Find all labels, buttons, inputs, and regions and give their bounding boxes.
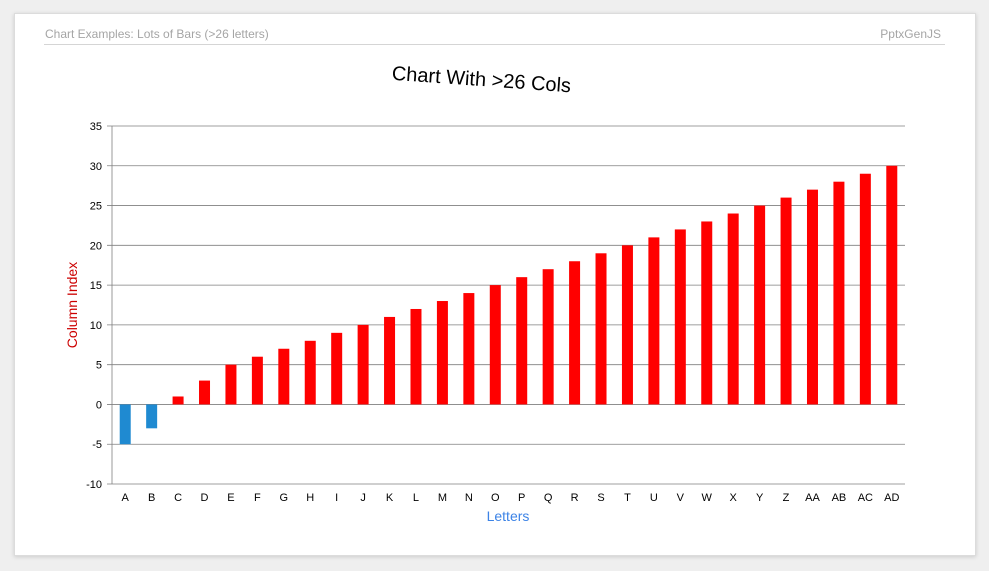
x-tick-label: S [597, 492, 604, 504]
y-tick-label: 10 [90, 320, 102, 332]
y-tick-label: -10 [86, 479, 102, 491]
x-tick-label: B [148, 492, 155, 504]
bar [833, 181, 845, 405]
x-tick-label: Q [544, 492, 553, 504]
y-tick-label: 35 [90, 121, 102, 133]
bar [199, 380, 211, 405]
bar [172, 396, 184, 405]
bar [146, 404, 158, 429]
y-tick-label: 30 [90, 161, 102, 173]
x-tick-label: L [413, 492, 419, 504]
bars [119, 165, 898, 445]
slide: Chart Examples: Lots of Bars (>26 letter… [14, 13, 976, 556]
x-tick-label: O [491, 492, 500, 504]
header-divider [44, 44, 945, 45]
bar [304, 340, 316, 405]
bar [357, 324, 369, 405]
x-tick-label: U [650, 492, 658, 504]
x-tick-label: W [702, 492, 713, 504]
bar [886, 165, 898, 405]
x-tick-label: F [254, 492, 261, 504]
bar [410, 308, 422, 405]
header-title: Chart Examples: Lots of Bars (>26 letter… [45, 27, 269, 41]
bar [516, 277, 528, 405]
x-tick-label: I [335, 492, 338, 504]
x-tick-label: J [360, 492, 366, 504]
bar [648, 237, 660, 405]
bar [595, 253, 607, 405]
slide-header: Chart Examples: Lots of Bars (>26 letter… [45, 27, 945, 41]
x-tick-label: M [438, 492, 447, 504]
bar [384, 316, 396, 405]
bar [701, 221, 713, 405]
x-axis-ticks: A B C D E F G H I J K L M N O P Q R S T U V W X Y Z AA AB AC AD [122, 492, 900, 504]
x-tick-label: D [201, 492, 209, 504]
x-tick-label: T [624, 492, 631, 504]
bar [278, 348, 290, 405]
header-brand: PptxGenJS [880, 27, 941, 41]
bar [727, 213, 739, 405]
chart-title: Chart With >26 Cols [391, 63, 572, 97]
x-tick-label: Z [783, 492, 790, 504]
bar [754, 205, 766, 405]
y-tick-label: 5 [96, 360, 102, 372]
x-tick-label: N [465, 492, 473, 504]
x-tick-label: H [306, 492, 314, 504]
bar [463, 293, 475, 405]
bar [436, 301, 448, 405]
bar [806, 189, 818, 405]
y-axis-ticks: -10 -5 0 5 10 15 20 25 30 35 [86, 121, 102, 491]
bar [674, 229, 686, 405]
x-tick-label: A [122, 492, 130, 504]
y-tick-label: 20 [90, 240, 102, 252]
x-tick-label: AB [832, 492, 847, 504]
x-tick-label: E [227, 492, 234, 504]
y-tick-label: 15 [90, 280, 102, 292]
bar-chart: Chart With >26 Cols -10-505101520253035 … [64, 63, 905, 524]
bar [489, 285, 501, 405]
bar [859, 173, 871, 405]
bar [225, 364, 237, 405]
x-axis-label: Letters [487, 508, 530, 524]
bar [119, 404, 131, 445]
x-tick-label: AA [805, 492, 820, 504]
x-tick-label: K [386, 492, 394, 504]
bar [251, 356, 263, 405]
x-tick-label: P [518, 492, 525, 504]
bar [331, 332, 343, 405]
y-tick-label: -5 [92, 439, 102, 451]
bar [569, 261, 581, 405]
y-axis-label: Column Index [64, 262, 80, 348]
x-tick-label: G [280, 492, 289, 504]
gridlines [107, 125, 905, 485]
y-tick-label: 0 [96, 399, 102, 411]
bar [780, 197, 792, 405]
bar [621, 245, 633, 405]
x-tick-label: R [571, 492, 579, 504]
x-tick-label: X [730, 492, 738, 504]
x-tick-label: AD [884, 492, 899, 504]
x-tick-label: Y [756, 492, 764, 504]
x-tick-label: C [174, 492, 182, 504]
bar [542, 269, 554, 405]
x-tick-label: V [677, 492, 685, 504]
y-tick-label: 25 [90, 201, 102, 213]
x-tick-label: AC [858, 492, 873, 504]
